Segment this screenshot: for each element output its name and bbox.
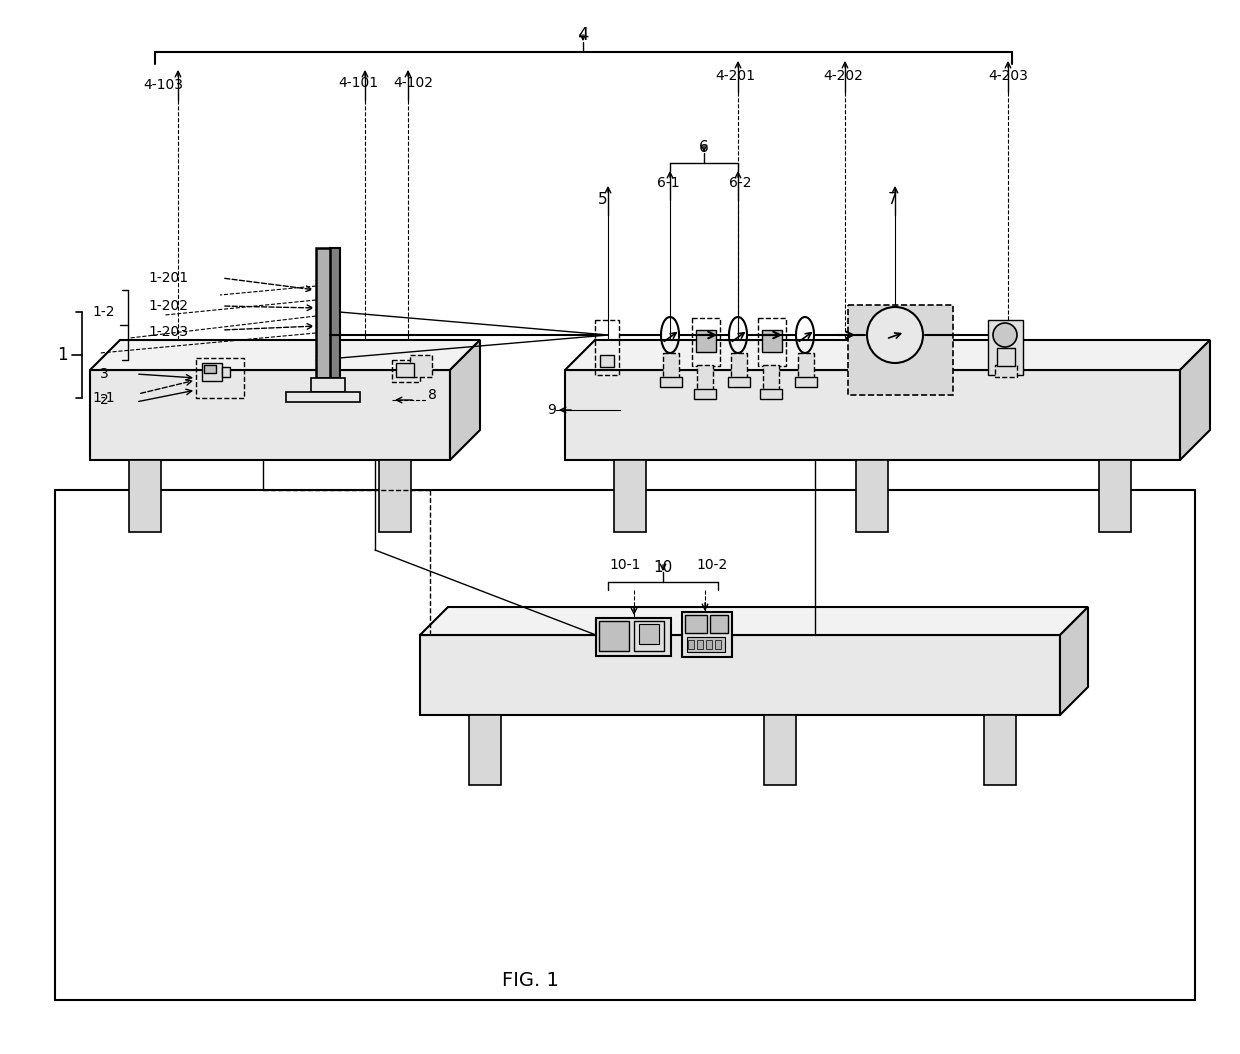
Bar	[697, 640, 703, 649]
Bar	[1099, 460, 1131, 532]
Bar	[760, 389, 782, 399]
Text: 6-1: 6-1	[657, 176, 680, 190]
Bar	[764, 715, 796, 785]
Text: 4-202: 4-202	[823, 69, 863, 83]
Bar	[711, 614, 728, 633]
Text: 10-1: 10-1	[609, 558, 641, 572]
Bar	[396, 363, 414, 377]
Bar	[420, 635, 1060, 715]
Text: 5: 5	[598, 193, 608, 208]
Bar	[330, 248, 340, 378]
Bar	[196, 358, 244, 398]
Text: 1-203: 1-203	[148, 325, 188, 339]
Bar	[856, 460, 888, 532]
Bar	[202, 363, 222, 380]
Text: 4-101: 4-101	[339, 76, 378, 90]
Bar	[614, 460, 646, 532]
Text: 1-1: 1-1	[92, 391, 114, 405]
Bar	[697, 365, 713, 390]
Bar	[129, 460, 161, 532]
Bar	[634, 621, 663, 651]
Bar	[687, 637, 725, 652]
Polygon shape	[450, 340, 480, 460]
Bar	[595, 320, 619, 375]
Bar	[663, 353, 680, 378]
Bar	[988, 320, 1023, 375]
Bar	[410, 355, 432, 377]
Bar	[316, 248, 330, 378]
Text: 1-202: 1-202	[148, 299, 188, 313]
Bar	[599, 621, 629, 651]
Bar	[985, 715, 1016, 785]
Bar	[565, 370, 1180, 460]
Circle shape	[993, 323, 1017, 347]
Bar	[596, 618, 671, 656]
Bar	[205, 365, 216, 373]
Bar	[696, 330, 715, 352]
Bar	[997, 348, 1016, 366]
Text: 4-103: 4-103	[143, 78, 184, 92]
Bar	[706, 640, 712, 649]
Bar	[688, 640, 694, 649]
Polygon shape	[565, 340, 1210, 370]
Bar	[795, 377, 817, 387]
Text: 2: 2	[100, 393, 109, 407]
Text: 4: 4	[578, 26, 589, 44]
Bar	[763, 365, 779, 390]
Polygon shape	[420, 607, 1087, 635]
Bar	[469, 715, 501, 785]
Polygon shape	[1180, 340, 1210, 460]
Text: 9: 9	[548, 403, 557, 417]
Text: 10-2: 10-2	[697, 558, 728, 572]
Bar	[692, 318, 720, 366]
Bar	[715, 640, 720, 649]
Text: FIG. 1: FIG. 1	[501, 971, 558, 990]
Bar	[222, 367, 229, 377]
Bar	[758, 318, 786, 366]
Circle shape	[867, 307, 923, 363]
Bar	[694, 389, 715, 399]
Bar	[684, 614, 707, 633]
Text: 8: 8	[428, 388, 436, 402]
Bar	[728, 377, 750, 387]
Bar	[392, 360, 420, 382]
Polygon shape	[91, 340, 480, 370]
Text: 6-2: 6-2	[729, 176, 751, 190]
Polygon shape	[1060, 607, 1087, 715]
Text: 6: 6	[699, 140, 709, 156]
Text: 4-102: 4-102	[393, 76, 433, 90]
Bar	[799, 353, 813, 378]
Bar	[763, 330, 782, 352]
Text: 1: 1	[57, 346, 67, 364]
Bar	[311, 378, 345, 392]
Bar	[55, 490, 1195, 1000]
Text: 4-203: 4-203	[988, 69, 1028, 83]
Text: 1-2: 1-2	[92, 305, 114, 319]
Text: 7: 7	[888, 193, 898, 208]
Bar	[732, 353, 746, 378]
Bar	[660, 377, 682, 387]
Bar	[682, 612, 732, 657]
Bar	[994, 365, 1017, 377]
Text: 1-201: 1-201	[148, 271, 188, 285]
Bar	[379, 460, 410, 532]
Text: 3: 3	[100, 367, 109, 380]
Bar	[286, 392, 360, 402]
Text: 10: 10	[653, 560, 672, 574]
Bar	[91, 370, 450, 460]
Bar	[639, 624, 658, 644]
Bar	[600, 355, 614, 367]
Bar	[848, 305, 954, 395]
Text: 4-201: 4-201	[715, 69, 755, 83]
